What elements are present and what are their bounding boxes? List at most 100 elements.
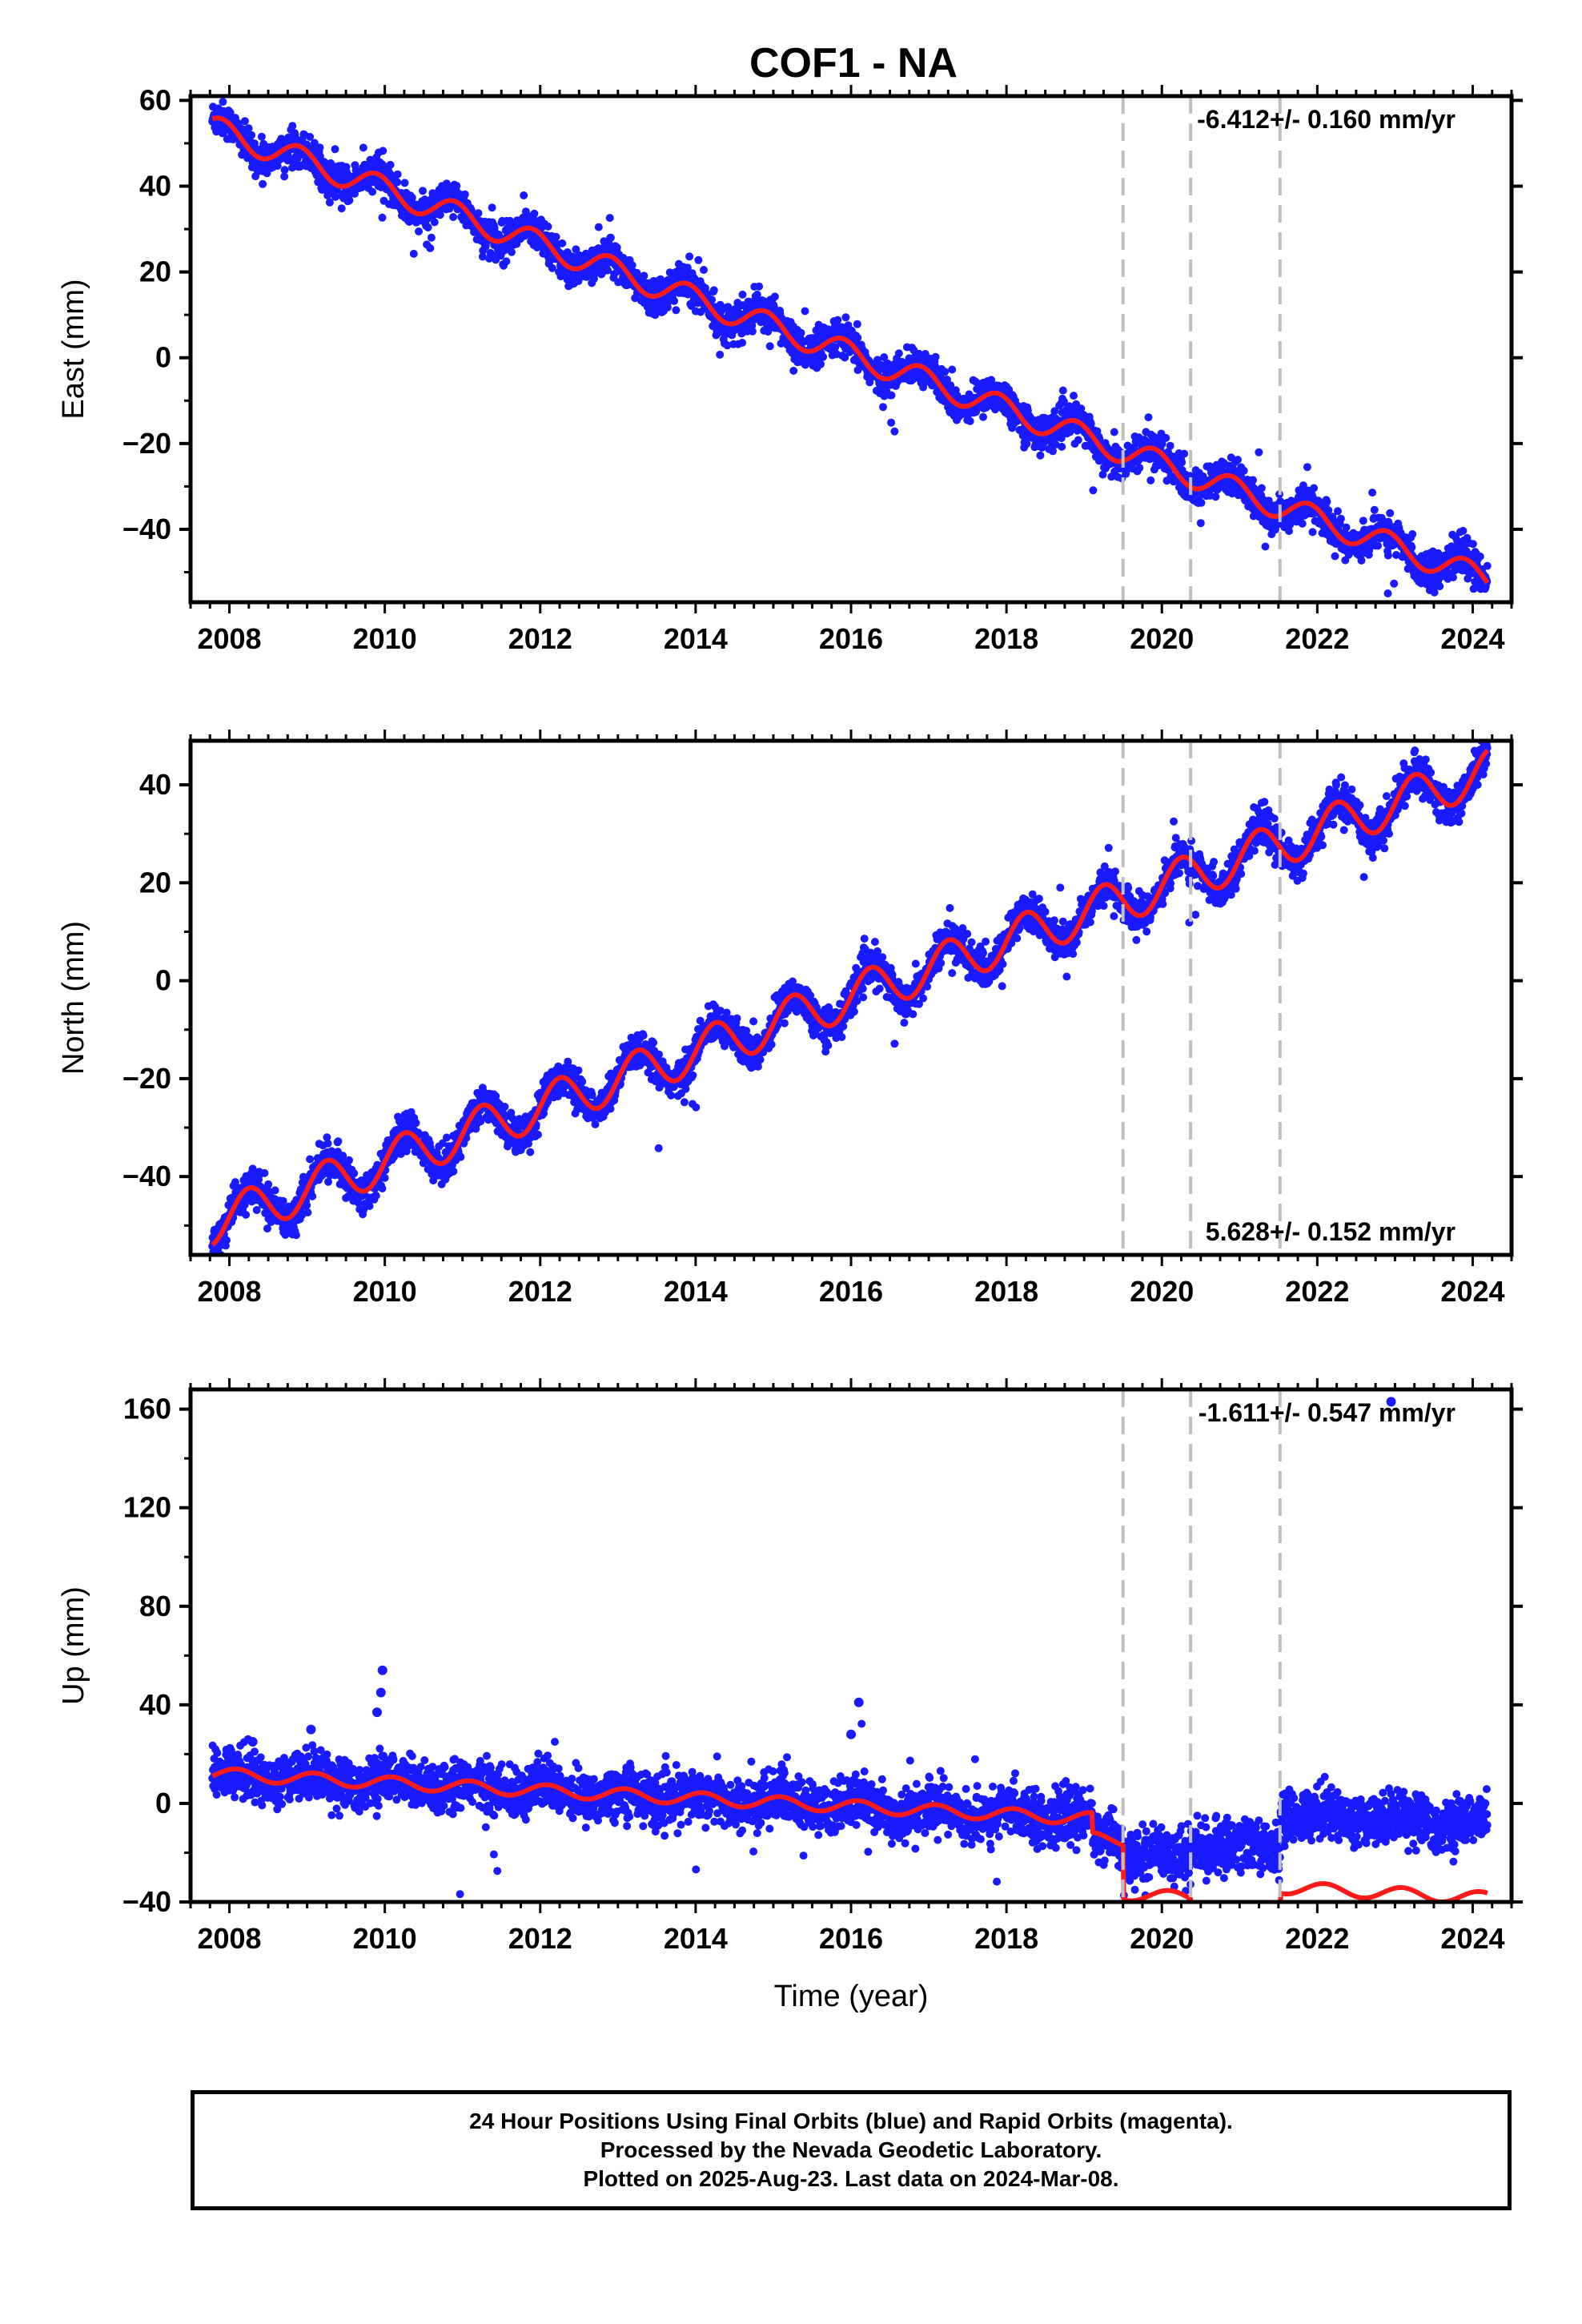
data-point xyxy=(306,132,315,141)
data-point xyxy=(1331,552,1339,561)
data-point xyxy=(1368,489,1377,497)
data-point xyxy=(941,368,950,376)
data-point xyxy=(315,152,324,161)
data-point xyxy=(1255,448,1263,456)
data-point xyxy=(1074,436,1082,444)
data-point xyxy=(378,213,387,222)
xtick-label: 2016 xyxy=(819,622,883,655)
data-point xyxy=(502,257,511,266)
data-point xyxy=(331,192,339,201)
data-point xyxy=(400,179,409,187)
ytick-label: 0 xyxy=(155,341,171,374)
data-point xyxy=(841,313,850,322)
data-point xyxy=(478,252,487,261)
data-point xyxy=(1310,484,1319,493)
data-point xyxy=(1058,386,1067,395)
data-point xyxy=(288,122,297,131)
data-point xyxy=(412,1119,420,1128)
data-point xyxy=(379,147,387,155)
data-point xyxy=(415,227,423,235)
data-point xyxy=(770,292,779,301)
data-point xyxy=(1334,507,1342,516)
data-point xyxy=(887,418,896,427)
ytick-label: −20 xyxy=(122,427,171,460)
data-point xyxy=(755,282,764,291)
data-point xyxy=(670,296,679,305)
data-point xyxy=(879,403,887,412)
data-point xyxy=(594,223,603,231)
xtick-label: 2008 xyxy=(197,622,261,655)
data-point xyxy=(1249,476,1257,485)
data-point xyxy=(315,143,324,152)
data-point xyxy=(1298,519,1307,528)
data-point xyxy=(887,391,896,400)
xtick-label: 2024 xyxy=(1440,622,1504,655)
data-point xyxy=(979,412,987,421)
data-point xyxy=(1383,551,1392,560)
data-point xyxy=(460,190,469,199)
data-point xyxy=(452,182,461,190)
data-point xyxy=(488,203,496,212)
data-point xyxy=(1110,428,1118,436)
ylabel-east: East (mm) xyxy=(57,279,90,419)
data-point xyxy=(672,306,681,315)
data-point xyxy=(606,233,615,242)
xtick-label: 2022 xyxy=(1285,622,1349,655)
data-point xyxy=(801,307,809,316)
xtick-label: 2018 xyxy=(974,622,1038,655)
points-east xyxy=(208,98,1492,597)
ytick-label: −40 xyxy=(122,513,171,545)
data-point xyxy=(604,266,612,275)
data-point xyxy=(1459,526,1468,535)
data-point xyxy=(409,249,418,258)
data-point xyxy=(738,290,747,299)
data-point xyxy=(303,1201,311,1209)
data-point xyxy=(1483,561,1492,570)
data-point xyxy=(1086,419,1095,428)
data-point xyxy=(1408,530,1417,538)
data-point xyxy=(817,360,825,368)
data-point xyxy=(345,1156,353,1164)
data-point xyxy=(242,1210,251,1219)
data-point xyxy=(716,350,725,359)
data-point xyxy=(853,333,862,342)
data-point xyxy=(308,1192,317,1200)
data-point xyxy=(694,255,703,264)
data-point xyxy=(257,132,266,141)
data-point xyxy=(1323,497,1331,506)
xtick-label: 2010 xyxy=(353,622,417,655)
data-point xyxy=(240,117,249,126)
ytick-label: 60 xyxy=(139,83,171,116)
data-point xyxy=(1476,552,1484,561)
data-point xyxy=(632,268,641,277)
data-point xyxy=(853,320,861,328)
data-point xyxy=(931,352,940,361)
data-point xyxy=(558,239,567,247)
data-point xyxy=(520,191,528,199)
data-point xyxy=(436,211,444,219)
data-point xyxy=(1146,476,1155,485)
data-point xyxy=(1336,514,1345,523)
data-point xyxy=(797,328,805,337)
data-point xyxy=(552,232,560,241)
ytick-label: 20 xyxy=(139,255,171,288)
data-point xyxy=(1383,589,1392,597)
data-point xyxy=(386,160,395,169)
data-point xyxy=(700,266,708,274)
data-point xyxy=(1370,505,1379,514)
data-point xyxy=(1359,517,1367,525)
data-point xyxy=(530,209,539,218)
ytick-label: 40 xyxy=(139,169,171,202)
data-point xyxy=(1196,519,1205,528)
data-point xyxy=(1239,466,1248,475)
data-point xyxy=(1308,528,1317,537)
data-point xyxy=(303,1208,312,1216)
data-point xyxy=(264,1180,273,1188)
data-point xyxy=(708,296,717,304)
data-point xyxy=(508,247,516,256)
data-point xyxy=(765,342,774,351)
data-point xyxy=(350,1169,359,1178)
